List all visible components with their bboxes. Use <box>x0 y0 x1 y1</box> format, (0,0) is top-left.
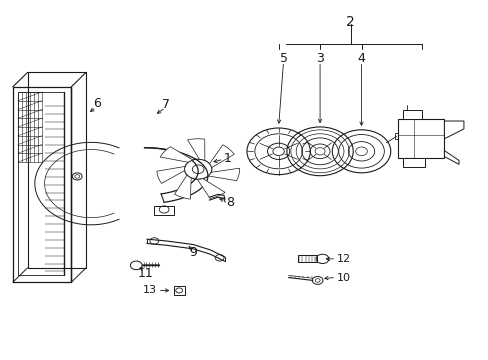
Text: 4: 4 <box>357 51 365 64</box>
Bar <box>394 133 404 139</box>
Text: 6: 6 <box>93 98 101 111</box>
Text: 13: 13 <box>142 285 157 296</box>
Polygon shape <box>157 166 184 183</box>
Polygon shape <box>160 147 193 162</box>
Text: 10: 10 <box>336 273 350 283</box>
Text: 9: 9 <box>189 246 197 259</box>
Text: 7: 7 <box>162 98 170 111</box>
Text: 3: 3 <box>316 51 324 64</box>
Text: 11: 11 <box>137 267 153 280</box>
Bar <box>154 206 174 215</box>
Bar <box>402 158 424 167</box>
Polygon shape <box>187 139 204 161</box>
Text: 12: 12 <box>336 254 350 264</box>
Polygon shape <box>197 179 224 198</box>
Text: 5: 5 <box>279 51 287 64</box>
Bar <box>298 255 316 262</box>
Text: 1: 1 <box>223 152 231 165</box>
Polygon shape <box>444 121 463 139</box>
Bar <box>18 92 64 275</box>
Polygon shape <box>174 175 191 199</box>
Polygon shape <box>444 150 458 165</box>
Text: 8: 8 <box>225 196 233 209</box>
Bar <box>402 110 422 119</box>
Bar <box>397 119 444 158</box>
Bar <box>173 286 184 295</box>
Text: 2: 2 <box>346 15 354 29</box>
Polygon shape <box>208 168 239 181</box>
Polygon shape <box>209 145 234 168</box>
